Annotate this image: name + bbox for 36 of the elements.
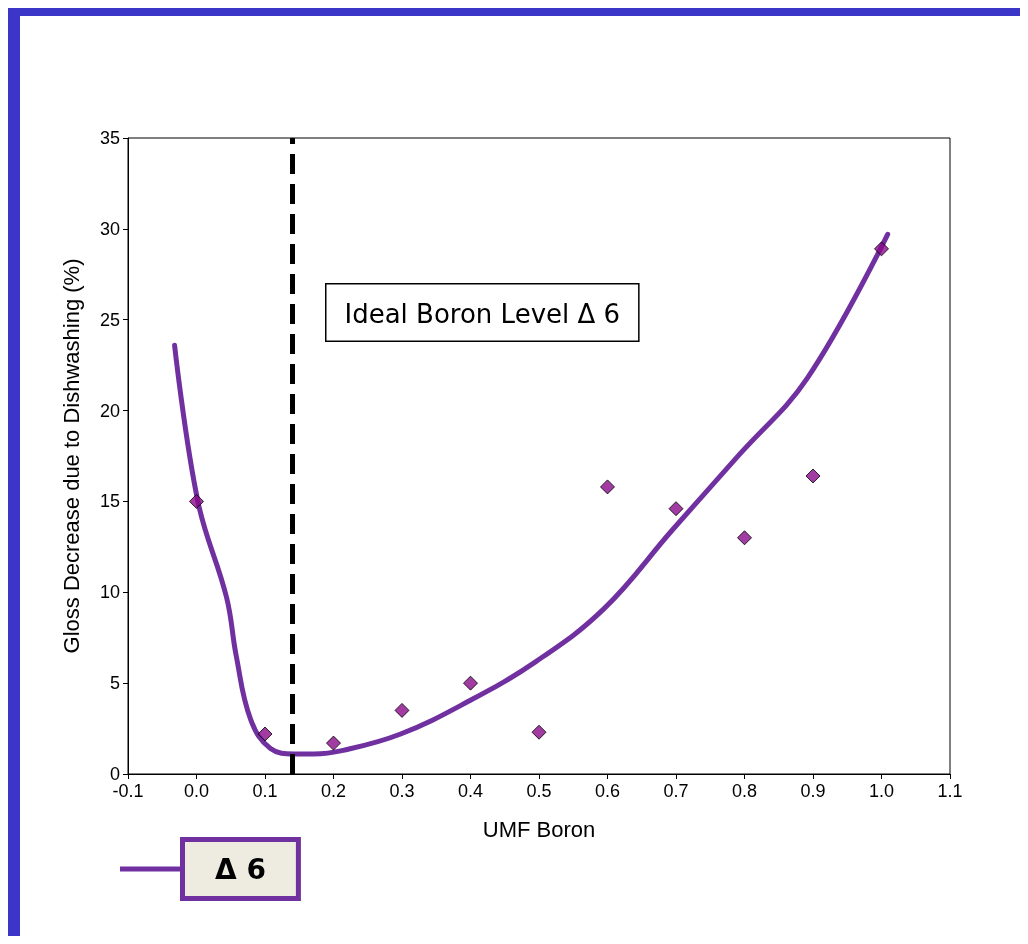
x-tick-label: 1.1	[937, 781, 963, 801]
y-tick-label: 10	[99, 582, 120, 603]
point	[326, 735, 341, 751]
point	[668, 501, 684, 517]
point	[463, 675, 478, 691]
x-tick-label: 0.6	[594, 781, 621, 801]
y-axis-title: Gloss Decrease due to Dishwashing (%)	[58, 258, 84, 654]
y-tick-label: 20	[99, 400, 120, 421]
legend-label: Δ 6	[215, 852, 266, 886]
y-tick-label: 15	[99, 491, 120, 512]
x-tick-label: 0.4	[457, 781, 484, 801]
x-tick-label: 0.2	[320, 781, 347, 801]
x-tick-label: 0.3	[389, 781, 415, 801]
point	[394, 702, 410, 718]
x-tick-label: 0.9	[800, 781, 826, 801]
point	[257, 726, 273, 742]
point	[737, 530, 752, 546]
y-tick-label: 25	[99, 309, 120, 330]
x-tick-label: 0.8	[731, 781, 758, 801]
x-tick-label: 0.5	[526, 781, 552, 801]
point	[189, 493, 204, 509]
x-tick-label: 1.0	[868, 781, 895, 801]
x-tick-label: 0.7	[663, 781, 689, 801]
point	[874, 241, 889, 257]
y-tick-label: 35	[99, 128, 120, 148]
y-tick-label: 5	[109, 673, 120, 694]
x-axis-title: UMF Boron	[482, 816, 596, 842]
y-tick-label: 30	[99, 218, 120, 239]
point	[531, 724, 547, 740]
point	[805, 468, 821, 484]
x-tick-label: 0.1	[252, 781, 278, 801]
point	[600, 479, 615, 495]
y-tick-label: 0	[109, 764, 120, 784]
x-tick-label: -0.1	[112, 781, 144, 801]
x-tick-label: 0.0	[183, 781, 210, 801]
annotation: Ideal Boron Level Δ 6	[344, 298, 621, 329]
